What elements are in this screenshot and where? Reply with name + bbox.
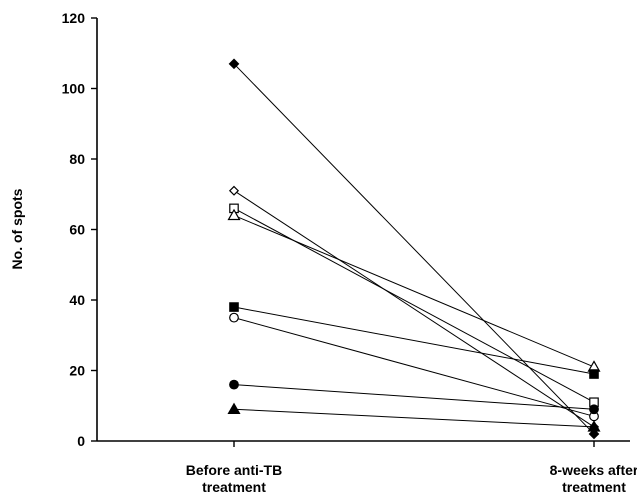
series-line (233, 306, 595, 375)
series-lines (233, 63, 595, 435)
data-point-filled-circle (229, 379, 239, 390)
data-point-open-triangle (227, 208, 241, 221)
series-line (233, 384, 595, 410)
y-axis-title: No. of spots (9, 188, 25, 269)
data-point-filled-square (229, 302, 239, 312)
series-line (233, 207, 595, 403)
data-point-open-diamond (228, 185, 240, 196)
series-line (233, 190, 595, 428)
y-ticks: 0 20 40 60 80 100 120 (62, 10, 97, 449)
data-point-filled-diamond (228, 58, 240, 70)
series-line (233, 317, 595, 417)
y-tick-label: 40 (69, 292, 85, 308)
y-tick-label: 80 (69, 151, 85, 167)
series-line (233, 214, 595, 368)
x-tick-label: Before anti-TB (186, 462, 282, 478)
x-tick-label: 8-weeks after (550, 462, 637, 478)
data-point-filled-triangle (227, 402, 241, 414)
data-point-filled-triangle (587, 420, 601, 432)
data-point-filled-circle (589, 404, 599, 415)
series-markers (227, 58, 601, 440)
series-line (233, 63, 595, 435)
y-tick-label: 120 (62, 10, 86, 26)
x-tick-label: treatment (202, 479, 266, 495)
y-tick-label: 20 (69, 363, 85, 379)
y-tick-label: 100 (62, 81, 86, 97)
axes (96, 18, 630, 442)
y-tick-label: 0 (77, 433, 85, 449)
x-tick-label: treatment (562, 479, 626, 495)
data-point-filled-diamond (588, 428, 600, 440)
data-point-filled-square (589, 369, 599, 379)
y-tick-label: 60 (69, 222, 85, 238)
data-point-open-circle (229, 312, 239, 323)
series-line (233, 408, 595, 428)
